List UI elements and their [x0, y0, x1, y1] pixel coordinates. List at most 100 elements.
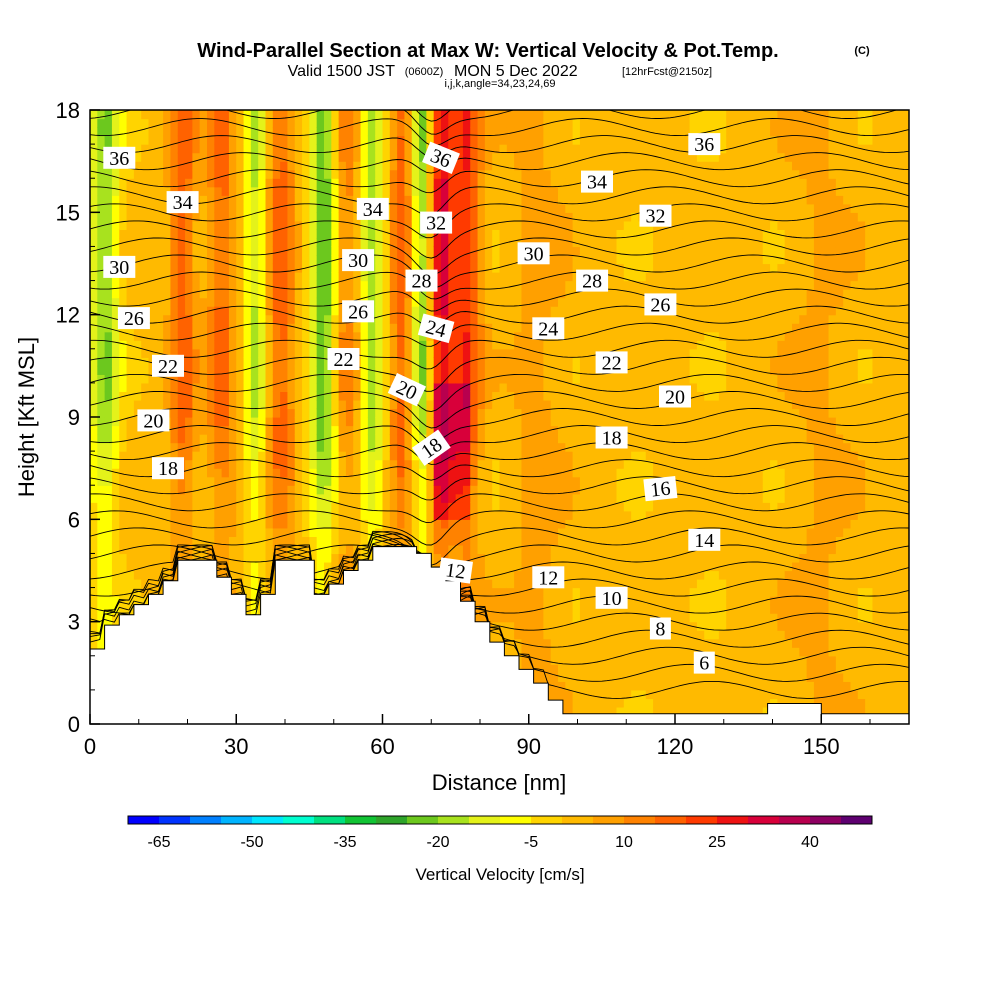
field-cell — [499, 263, 508, 273]
field-cell — [287, 110, 296, 120]
field-cell — [492, 340, 501, 350]
field-cell — [411, 408, 420, 418]
field-cell — [177, 331, 186, 341]
field-cell — [470, 289, 479, 299]
field-cell — [587, 408, 596, 418]
field-cell — [250, 254, 259, 265]
field-cell — [470, 587, 479, 597]
field-cell — [221, 544, 230, 555]
field-cell — [236, 527, 245, 537]
field-cell — [565, 203, 574, 213]
field-cell — [302, 118, 310, 128]
field-cell — [499, 152, 508, 162]
field-cell — [375, 169, 384, 179]
field-cell — [302, 442, 310, 452]
field-cell — [389, 169, 398, 179]
field-cell — [243, 161, 252, 171]
field-cell — [250, 579, 259, 589]
field-cell — [506, 323, 515, 333]
field-cell — [214, 169, 223, 179]
field-cell — [528, 621, 537, 631]
field-cell — [433, 493, 442, 503]
field-cell — [192, 127, 201, 137]
field-cell — [375, 340, 384, 350]
field-cell — [565, 664, 574, 674]
field-cell — [565, 280, 574, 290]
field-cell — [90, 630, 98, 640]
field-cell — [587, 493, 596, 503]
field-cell — [419, 459, 427, 469]
field-cell — [550, 340, 559, 350]
field-cell — [294, 391, 303, 401]
field-cell — [111, 297, 120, 307]
field-cell — [192, 459, 201, 469]
field-cell — [521, 127, 530, 137]
field-cell — [477, 527, 486, 537]
field-cell — [594, 638, 603, 648]
field-cell — [565, 348, 574, 358]
field-cell — [514, 408, 523, 418]
field-cell — [119, 502, 128, 512]
field-cell — [133, 536, 142, 546]
field-cell — [470, 323, 479, 333]
field-cell — [587, 681, 596, 691]
field-cell — [543, 186, 552, 196]
field-cell — [411, 229, 420, 239]
field-cell — [170, 399, 179, 410]
field-cell — [477, 382, 486, 393]
field-cell — [565, 561, 574, 572]
field-cell — [228, 417, 237, 427]
field-cell — [126, 195, 135, 205]
field-cell — [565, 237, 574, 248]
field-cell — [155, 587, 164, 597]
field-cell — [389, 476, 398, 486]
field-cell — [558, 272, 566, 282]
field-cell — [528, 647, 537, 657]
field-cell — [419, 254, 427, 265]
field-cell — [484, 451, 493, 461]
field-cell — [133, 382, 142, 393]
field-cell — [119, 468, 128, 478]
field-cell — [579, 374, 588, 384]
field-cell — [462, 451, 471, 461]
field-cell — [133, 399, 142, 410]
field-cell — [360, 459, 369, 469]
field-cell — [163, 237, 172, 248]
field-cell — [243, 510, 252, 520]
field-cell — [228, 459, 237, 469]
field-cell — [163, 382, 172, 393]
field-cell — [199, 135, 208, 145]
field-cell — [302, 212, 310, 222]
field-cell — [302, 544, 310, 555]
field-cell — [163, 536, 172, 546]
field-cell — [367, 161, 376, 171]
field-cell — [426, 408, 435, 418]
field-cell — [484, 144, 493, 154]
field-cell — [250, 297, 259, 307]
field-cell — [324, 186, 332, 196]
field-cell — [280, 493, 289, 503]
field-cell — [375, 382, 384, 393]
field-cell — [514, 544, 523, 555]
field-cell — [448, 374, 457, 384]
field-cell — [185, 272, 193, 282]
field-cell — [477, 203, 486, 213]
field-cell — [272, 135, 281, 145]
field-cell — [389, 144, 398, 154]
field-cell — [119, 220, 128, 230]
field-cell — [477, 434, 486, 444]
field-cell — [499, 434, 508, 444]
field-cell — [389, 519, 398, 529]
field-cell — [119, 425, 128, 435]
field-cell — [90, 417, 98, 427]
field-cell — [492, 493, 501, 503]
field-cell — [550, 459, 559, 469]
field-cell — [514, 613, 523, 623]
field-cell — [316, 229, 325, 239]
field-cell — [404, 127, 413, 137]
field-cell — [411, 195, 420, 205]
field-cell — [528, 604, 537, 614]
field-cell — [587, 220, 596, 230]
field-cell — [287, 178, 296, 188]
